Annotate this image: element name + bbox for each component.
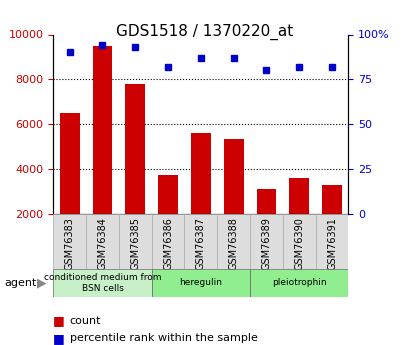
Text: GSM76383: GSM76383 (65, 217, 74, 269)
Text: GSM76384: GSM76384 (97, 217, 107, 269)
Text: GSM76385: GSM76385 (130, 217, 140, 270)
Text: GSM76387: GSM76387 (196, 217, 205, 270)
Text: GDS1518 / 1370220_at: GDS1518 / 1370220_at (116, 24, 293, 40)
Text: count: count (70, 316, 101, 326)
FancyBboxPatch shape (151, 269, 249, 297)
Text: ■: ■ (53, 332, 65, 345)
Text: GSM76386: GSM76386 (163, 217, 173, 269)
Text: GSM76388: GSM76388 (228, 217, 238, 269)
FancyBboxPatch shape (315, 214, 348, 269)
FancyBboxPatch shape (53, 214, 86, 269)
Bar (92, 46, 112, 259)
Text: heregulin: heregulin (179, 278, 222, 287)
FancyBboxPatch shape (184, 214, 217, 269)
FancyBboxPatch shape (151, 214, 184, 269)
Text: ■: ■ (53, 314, 65, 327)
Text: GSM76391: GSM76391 (326, 217, 336, 269)
FancyBboxPatch shape (249, 214, 282, 269)
FancyBboxPatch shape (119, 214, 151, 269)
FancyBboxPatch shape (86, 214, 119, 269)
Bar (289, 178, 308, 259)
Bar (191, 133, 210, 259)
Bar (223, 139, 243, 259)
FancyBboxPatch shape (53, 269, 151, 297)
Text: ▶: ▶ (37, 276, 46, 289)
Bar (321, 185, 341, 259)
Text: GSM76390: GSM76390 (294, 217, 303, 269)
FancyBboxPatch shape (282, 214, 315, 269)
Bar (60, 113, 79, 259)
Text: pleiotrophin: pleiotrophin (271, 278, 326, 287)
Bar (158, 175, 178, 259)
Bar (256, 189, 276, 259)
Text: GSM76389: GSM76389 (261, 217, 271, 269)
Text: percentile rank within the sample: percentile rank within the sample (70, 333, 257, 343)
Text: agent: agent (4, 278, 36, 288)
Bar (125, 84, 145, 259)
FancyBboxPatch shape (249, 269, 348, 297)
Text: conditioned medium from
BSN cells: conditioned medium from BSN cells (44, 273, 161, 293)
FancyBboxPatch shape (217, 214, 249, 269)
